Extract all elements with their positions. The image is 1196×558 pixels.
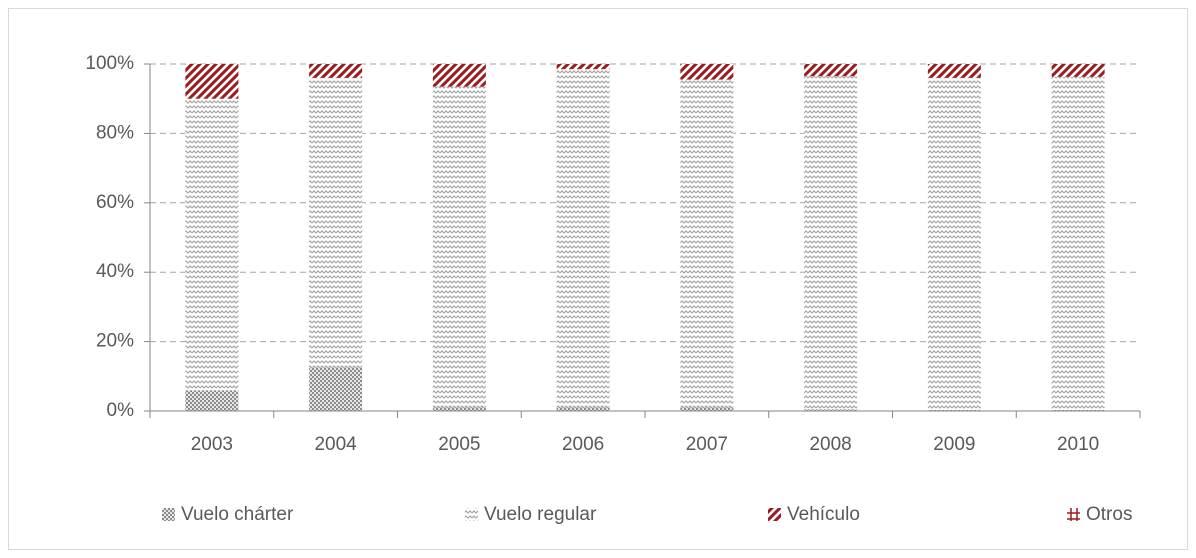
bar-segment — [556, 64, 610, 70]
y-tick-label: 80% — [96, 122, 134, 143]
bar-segment — [804, 409, 858, 411]
bar-segment — [804, 64, 858, 77]
legend-label: Vehículo — [787, 504, 860, 525]
bar-segment — [680, 79, 734, 408]
legend-swatch — [465, 508, 478, 521]
bar-segment — [309, 64, 363, 78]
legend-label: Vuelo regular — [484, 504, 597, 525]
bar-segment — [309, 77, 363, 368]
y-tick-label: 0% — [107, 400, 135, 421]
x-tick-label: 2004 — [314, 434, 357, 455]
y-tick-label: 40% — [96, 261, 134, 282]
x-tick-label: 2010 — [1057, 434, 1099, 455]
bar-segment — [185, 390, 239, 411]
y-tick-label: 60% — [96, 192, 134, 213]
x-tick-label: 2006 — [562, 434, 604, 455]
y-tick-label: 100% — [85, 53, 134, 74]
bar-segment — [1051, 76, 1105, 410]
bar-segment — [432, 64, 486, 87]
legend-swatch — [768, 508, 781, 521]
bar-segment — [1051, 64, 1105, 77]
legend-label: Otros — [1086, 504, 1132, 525]
y-tick-label: 20% — [96, 331, 134, 352]
bar-segment — [432, 407, 486, 411]
x-tick-label: 2003 — [191, 434, 233, 455]
bar-segment — [556, 407, 610, 411]
bar-segment — [927, 409, 981, 411]
x-tick-label: 2008 — [809, 434, 851, 455]
bar-segment — [680, 64, 734, 80]
x-tick-label: 2005 — [438, 434, 480, 455]
x-tick-label: 2009 — [933, 434, 975, 455]
bar-segment — [185, 64, 239, 99]
bar-segment — [432, 86, 486, 408]
bar-segment — [804, 76, 858, 410]
legend-swatch — [1067, 508, 1080, 521]
bar-segment — [556, 69, 610, 408]
bar-segment — [927, 64, 981, 78]
bar-segment — [927, 77, 981, 410]
bar-segment — [185, 98, 239, 391]
bar-segment — [680, 407, 734, 411]
legend-label: Vuelo chárter — [181, 504, 294, 525]
bar-segment — [309, 367, 363, 411]
x-tick-label: 2007 — [686, 434, 728, 455]
legend-swatch — [162, 508, 175, 521]
bar-segment — [1051, 409, 1105, 411]
